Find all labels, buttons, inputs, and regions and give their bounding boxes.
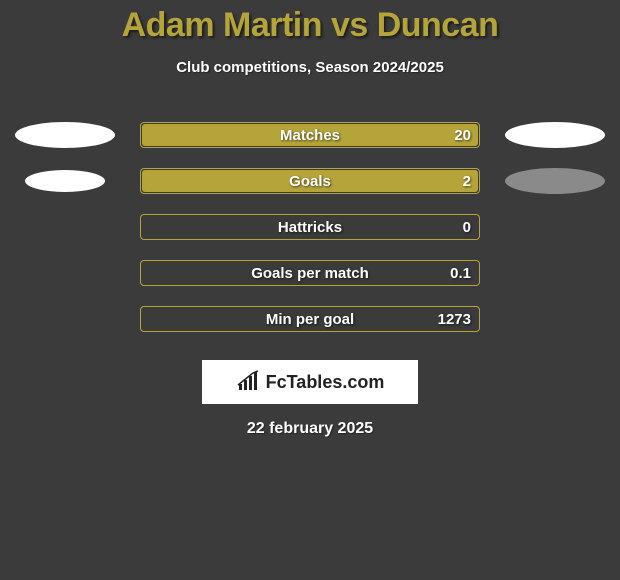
stat-rows: Matches20Goals2Hattricks0Goals per match… — [0, 112, 620, 342]
bar-value: 0 — [463, 219, 471, 236]
right-ellipse-slot — [500, 122, 610, 148]
subtitle: Club competitions, Season 2024/2025 — [0, 59, 620, 76]
bar-value: 0.1 — [450, 265, 471, 282]
ellipse-icon — [15, 122, 115, 148]
date: 22 february 2025 — [0, 420, 620, 438]
left-ellipse-slot — [10, 170, 120, 192]
stat-bar: Matches20 — [140, 122, 480, 148]
ellipse-icon — [505, 168, 605, 194]
stat-row: Goals per match0.1 — [0, 250, 620, 296]
chart-icon — [236, 370, 260, 394]
bar-value: 2 — [463, 173, 471, 190]
left-ellipse-slot — [10, 122, 120, 148]
stat-row: Matches20 — [0, 112, 620, 158]
stat-row: Min per goal1273 — [0, 296, 620, 342]
bar-value: 1273 — [438, 311, 471, 328]
stat-bar: Min per goal1273 — [140, 306, 480, 332]
stat-bar: Goals2 — [140, 168, 480, 194]
bar-label: Goals per match — [141, 265, 479, 282]
bar-label: Hattricks — [141, 219, 479, 236]
bar-value: 20 — [454, 127, 471, 144]
stat-row: Goals2 — [0, 158, 620, 204]
ellipse-icon — [505, 122, 605, 148]
stat-bar: Goals per match0.1 — [140, 260, 480, 286]
logo-box: FcTables.com — [202, 360, 418, 404]
stat-bar: Hattricks0 — [140, 214, 480, 240]
page-title: Adam Martin vs Duncan — [0, 0, 620, 45]
bar-label: Goals — [141, 173, 479, 190]
logo-text: FcTables.com — [266, 372, 385, 393]
bar-label: Min per goal — [141, 311, 479, 328]
bar-label: Matches — [141, 127, 479, 144]
stat-row: Hattricks0 — [0, 204, 620, 250]
ellipse-icon — [25, 170, 105, 192]
right-ellipse-slot — [500, 168, 610, 194]
